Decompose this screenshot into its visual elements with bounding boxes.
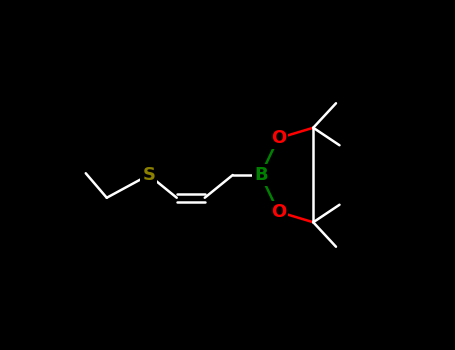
Text: S: S xyxy=(142,166,155,184)
Text: O: O xyxy=(271,129,286,147)
Text: B: B xyxy=(254,166,268,184)
Text: O: O xyxy=(271,203,286,221)
